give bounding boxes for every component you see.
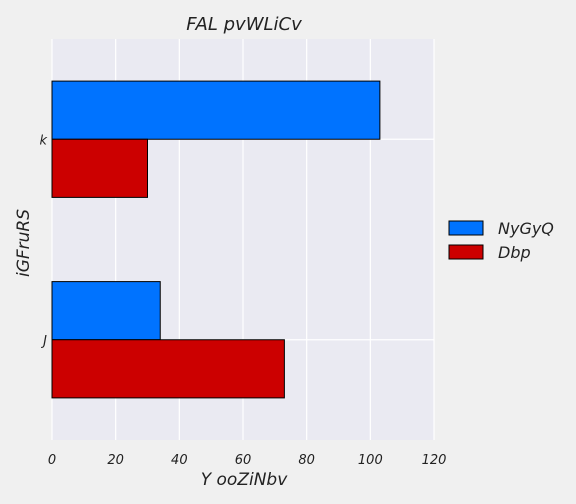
y-tick-labels: kJ [39, 133, 47, 349]
bar-NyGyQ-k [51, 80, 381, 140]
x-tick-label: 120 [422, 453, 447, 468]
x-tick-label: 0 [48, 453, 56, 468]
legend-label-NyGyQ: NyGyQ [498, 219, 554, 238]
bar-Dbp-k [51, 138, 148, 198]
legend-swatch-NyGyQ [448, 220, 484, 236]
legend-label-Dbp: Dbp [498, 243, 531, 262]
x-tick-label: 40 [171, 453, 188, 468]
y-axis-label: iGFruRS [14, 209, 34, 277]
x-tick-label: 80 [298, 453, 315, 468]
x-tick-labels: 0 20 40 60 80 100 120 [48, 453, 447, 468]
x-tick-label: 60 [235, 453, 252, 468]
legend-swatch-Dbp [448, 244, 484, 260]
legend: NyGyQ Dbp [448, 219, 554, 262]
y-tick-label: k [39, 133, 47, 148]
x-tick-label: 20 [107, 453, 124, 468]
chart-title: FAL pvWLiCv [186, 14, 302, 35]
x-axis-label: Y ooZiNbv [201, 470, 288, 490]
bar-NyGyQ-J [51, 281, 161, 341]
x-tick-label: 100 [358, 453, 383, 468]
y-tick-label: J [40, 334, 47, 349]
bars [51, 80, 381, 399]
bar-Dbp-J [51, 339, 285, 399]
